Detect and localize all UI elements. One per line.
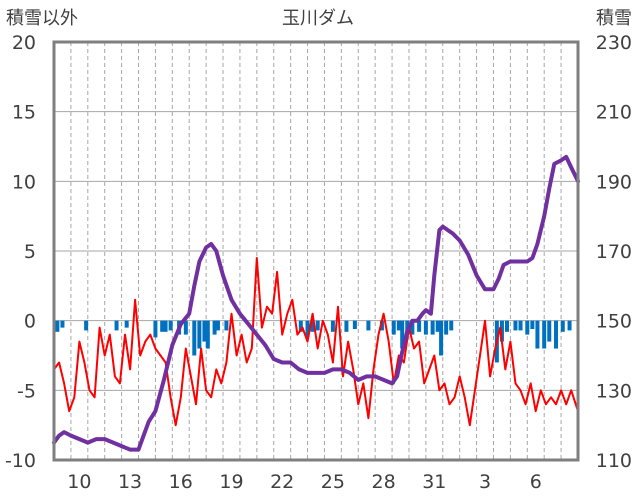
- precipitation-bar: [330, 320, 335, 332]
- precipitation-bar: [298, 320, 303, 332]
- precipitation-bar: [344, 320, 349, 332]
- precipitation-bar: [305, 320, 310, 338]
- series-lines: [52, 154, 580, 452]
- precipitation-bar: [410, 320, 415, 335]
- precipitation-bar: [439, 320, 444, 356]
- left-tick-label: 20: [12, 32, 36, 54]
- precipitation-bar: [160, 320, 165, 332]
- precipitation-bar: [168, 320, 173, 331]
- x-tick-label: 31: [422, 471, 446, 493]
- precipitation-bar: [315, 320, 320, 331]
- left-axis-label: 積雪以外: [6, 8, 78, 29]
- precipitation-bar: [124, 320, 129, 328]
- precipitation-bar: [560, 320, 565, 332]
- precipitation-bar: [535, 320, 540, 349]
- chart-title: 玉川ダム: [282, 8, 354, 29]
- precipitation-bar: [505, 320, 510, 332]
- precipitation-bar: [547, 320, 552, 342]
- x-axis-ticks: 10 13 16 19 22 25 28 31 3 6: [67, 471, 542, 493]
- precipitation-bar: [513, 320, 518, 331]
- left-tick-label: 15: [12, 102, 36, 124]
- precipitation-bar: [554, 320, 559, 349]
- left-tick-label: -10: [5, 450, 36, 472]
- left-tick-label: 10: [12, 171, 36, 193]
- right-tick-label: 130: [596, 380, 632, 402]
- plot-border: [52, 40, 580, 462]
- precipitation-bar: [525, 320, 530, 335]
- right-tick-label: 210: [596, 102, 632, 124]
- precipitation-bar: [352, 320, 357, 330]
- x-tick-label: 19: [219, 471, 243, 493]
- left-tick-label: 0: [24, 311, 36, 333]
- precipitation-bar: [153, 320, 158, 338]
- right-axis-label: 積雪: [596, 8, 632, 29]
- precipitation-bar: [530, 320, 535, 330]
- right-tick-label: 230: [596, 32, 632, 54]
- precipitation-bar: [379, 320, 384, 331]
- left-axis-ticks: 20 15 10 5 0 -5 -10: [5, 32, 36, 472]
- grid: [54, 42, 578, 460]
- precipitation-bar: [444, 320, 449, 335]
- precipitation-bar: [212, 320, 217, 335]
- x-tick-label: 10: [67, 471, 91, 493]
- x-tick-label: 25: [321, 471, 345, 493]
- right-axis-ticks: 230 210 190 170 150 130 110: [596, 32, 632, 472]
- precipitation-bar: [163, 320, 168, 332]
- right-tick-label: 170: [596, 241, 632, 263]
- precipitation-bar: [435, 320, 440, 332]
- precipitation-bar: [60, 320, 65, 328]
- precipitation-bar: [310, 320, 315, 332]
- precipitation-bar: [542, 320, 547, 349]
- precipitation-bar: [430, 320, 435, 335]
- left-tick-label: -5: [17, 380, 36, 402]
- right-tick-label: 110: [596, 450, 632, 472]
- right-tick-label: 190: [596, 171, 632, 193]
- x-tick-label: 6: [530, 471, 542, 493]
- x-tick-label: 13: [118, 471, 142, 493]
- precipitation-bar: [192, 320, 197, 356]
- precipitation-bar: [518, 320, 523, 331]
- plot-frame: [52, 40, 580, 462]
- precipitation-bar: [84, 320, 89, 331]
- precipitation-bar: [224, 320, 229, 331]
- precipitation-bar: [215, 320, 220, 331]
- precipitation-bar: [417, 320, 422, 332]
- precipitation-bar: [183, 320, 188, 335]
- snow-depth-line: [52, 154, 580, 452]
- precipitation-bar: [197, 320, 202, 349]
- precipitation-bar: [366, 320, 371, 331]
- precipitation-bar: [499, 320, 504, 342]
- precipitation-bar: [449, 320, 454, 331]
- right-tick-label: 150: [596, 311, 632, 333]
- precipitation-bar: [391, 320, 396, 335]
- precipitation-bar: [55, 320, 60, 332]
- x-tick-label: 3: [479, 471, 491, 493]
- precipitation-bar: [202, 320, 207, 342]
- x-tick-label: 16: [169, 471, 193, 493]
- x-tick-label: 22: [270, 471, 294, 493]
- other-line-line: [53, 257, 579, 427]
- precipitation-bar: [205, 320, 210, 349]
- precipitation-bar: [114, 320, 119, 331]
- precipitation-bar: [396, 320, 401, 331]
- left-tick-label: 5: [24, 241, 36, 263]
- x-tick-label: 28: [372, 471, 396, 493]
- precipitation-bar: [400, 320, 405, 349]
- precipitation-bar: [567, 320, 572, 331]
- precipitation-bar: [423, 320, 428, 335]
